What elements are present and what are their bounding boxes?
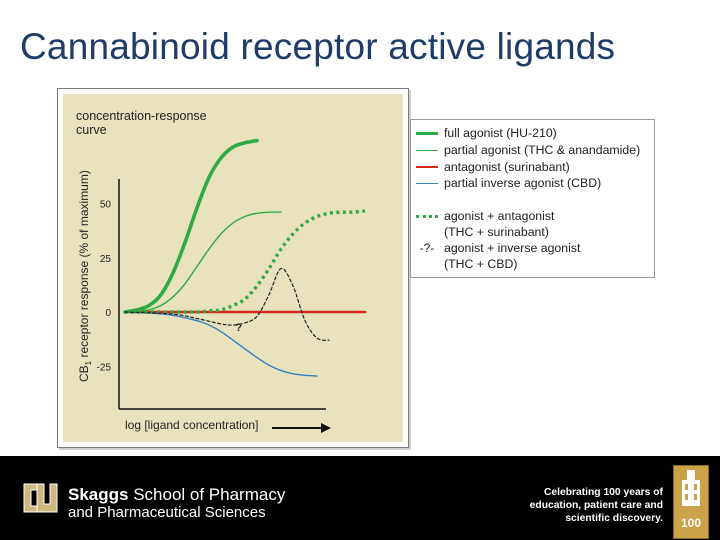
series-line-partial-inverse-agonist-cbd bbox=[124, 311, 318, 377]
series-line-agonist-inverse-agonist-thc-cbd bbox=[124, 267, 330, 341]
legend-swatch-antagonist bbox=[416, 166, 438, 168]
x-axis-label: log [ligand concentration] bbox=[125, 418, 258, 432]
legend-swatch-agonist-antagonist bbox=[416, 214, 438, 218]
legend-item-antagonist: antagonist (surinabant) bbox=[416, 159, 570, 175]
legend-label-agonist-antagonist-detail: (THC + surinabant) bbox=[444, 225, 549, 239]
svg-text:CB1 receptor response (% of ma: CB1 receptor response (% of maximum) bbox=[77, 170, 93, 382]
chart-svg: concentration-response curve CB1 recepto… bbox=[76, 109, 367, 433]
school-name: Skaggs School of Pharmacy bbox=[68, 485, 285, 505]
y-tick-label: 50 bbox=[100, 200, 112, 211]
school-name-rest: School of Pharmacy bbox=[128, 485, 286, 504]
y-tick-label: -25 bbox=[97, 362, 112, 373]
chart-title-line1: concentration-response bbox=[76, 109, 207, 123]
legend-swatch-full-agonist bbox=[416, 131, 438, 135]
series-line-agonist-antagonist-thc-surinabant bbox=[124, 209, 366, 314]
y-ticks: 50 25 0 -25 bbox=[97, 200, 112, 374]
y-axis-label: CB1 receptor response (% of maximum) bbox=[77, 170, 93, 382]
footer-banner: Skaggs School of Pharmacy and Pharmaceut… bbox=[0, 456, 720, 540]
legend-label-inverse-agonist: partial inverse agonist (CBD) bbox=[444, 176, 602, 190]
series-line-full-agonist-hu-210 bbox=[123, 138, 259, 314]
anniversary-number: 100 bbox=[680, 516, 702, 530]
building-icon bbox=[682, 470, 700, 506]
legend-label-full-agonist: full agonist (HU-210) bbox=[444, 126, 557, 140]
question-annotation: ? bbox=[235, 322, 242, 334]
legend-swatch-partial-agonist bbox=[416, 149, 438, 151]
legend-item-agonist-inverse: -?- agonist + inverse agonist bbox=[416, 240, 581, 256]
legend-label-partial-agonist: partial agonist (THC & anandamide) bbox=[444, 143, 641, 157]
chart-title-line2: curve bbox=[76, 123, 107, 137]
y-axis-label-rest: receptor response (% of maximum) bbox=[77, 170, 91, 361]
series-lines bbox=[123, 138, 367, 377]
legend-label-agonist-inverse: agonist + inverse agonist bbox=[444, 241, 581, 255]
slide-title: Cannabinoid receptor active ligands bbox=[20, 26, 616, 67]
y-axis-label-sub: 1 bbox=[84, 360, 93, 365]
celebration-line-2: education, patient care and bbox=[529, 500, 663, 511]
y-tick-label: 25 bbox=[100, 254, 112, 265]
school-subname: and Pharmaceutical Sciences bbox=[68, 504, 266, 521]
series-line-partial-agonist-thc-anandamide bbox=[124, 211, 282, 313]
legend-label-agonist-inverse-detail: (THC + CBD) bbox=[444, 257, 518, 271]
cu-logo-icon bbox=[20, 478, 60, 518]
celebration-line-1: Celebrating 100 years of bbox=[543, 487, 663, 498]
y-tick-label: 0 bbox=[105, 308, 111, 319]
legend-swatch-inverse-agonist bbox=[416, 182, 438, 184]
chart-legend: full agonist (HU-210) partial agonist (T… bbox=[410, 119, 655, 278]
legend-label-agonist-antagonist: agonist + antagonist bbox=[444, 209, 555, 223]
celebration-line-3: scientific discovery. bbox=[565, 513, 663, 524]
legend-item-partial-agonist: partial agonist (THC & anandamide) bbox=[416, 142, 640, 158]
chart-figure: concentration-response curve CB1 recepto… bbox=[57, 88, 409, 448]
legend-item-full-agonist: full agonist (HU-210) bbox=[416, 125, 557, 141]
school-name-bold: Skaggs bbox=[68, 485, 129, 504]
legend-item-agonist-antagonist: agonist + antagonist bbox=[416, 208, 554, 224]
legend-marker-agonist-inverse: -?- bbox=[419, 241, 435, 255]
legend-item-inverse-agonist: partial inverse agonist (CBD) bbox=[416, 175, 601, 191]
celebration-text: Celebrating 100 years of education, pati… bbox=[520, 486, 663, 525]
y-axis-label-main: CB bbox=[77, 365, 91, 382]
legend-label-antagonist: antagonist (surinabant) bbox=[444, 160, 570, 174]
x-axis-arrowhead bbox=[321, 423, 331, 433]
anniversary-badge: 100 bbox=[673, 465, 709, 539]
